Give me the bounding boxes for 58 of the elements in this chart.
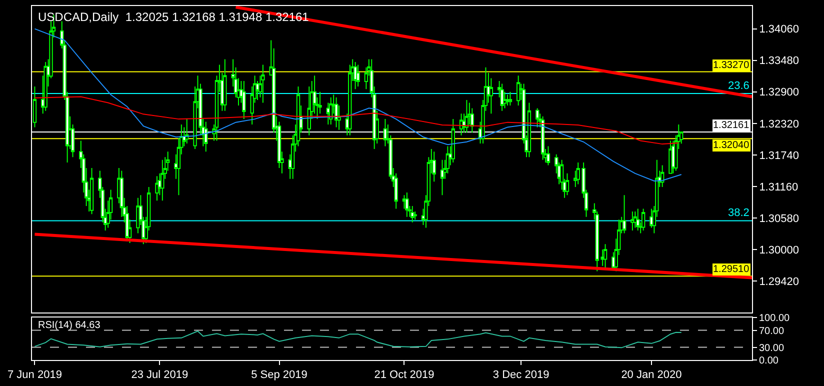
line-series [34,330,682,348]
candlestick [536,108,540,128]
candlestick [405,192,409,218]
annotation: 38.2 [728,207,750,219]
candlestick [261,64,265,104]
y-tick-label: 70.00 [759,326,784,337]
candlestick [432,151,436,182]
y-tick-label: 1.34060 [759,24,799,36]
y-tick-label: 100.00 [759,313,790,324]
y-tick-label: 1.29420 [759,276,799,288]
candlestick [155,176,159,202]
candlestick [410,206,414,223]
candlestick [603,244,608,270]
y-tick-label: 30.00 [759,342,784,354]
candlestick [32,86,37,128]
annotation: 23.6 [728,80,750,92]
line-series [34,96,680,145]
chart-title: RSI(14) 64.63 [38,320,101,331]
x-tick-label: 21 Oct 2019 [374,369,434,382]
ref-line-label: 1.32040 [713,140,750,151]
candlestick [506,94,510,106]
x-tick-label: 5 Sep 2019 [251,369,308,382]
candlestick [633,210,638,228]
y-tick-label: 1.30580 [759,212,799,225]
candlestick [500,83,504,112]
y-tick-label: 0.00 [759,356,779,366]
candlestick [527,102,532,158]
candlestick [90,167,94,215]
candlestick [565,172,570,196]
y-tick-label: 1.32900 [759,86,799,99]
ref-line-label: 1.33270 [713,60,750,71]
y-tick-label: 1.30000 [759,244,799,256]
candlestick [44,61,48,112]
candlestick [630,210,634,231]
x-tick-label: 20 Jan 2020 [621,369,682,382]
line-series [34,28,682,182]
y-tick-label: 1.31160 [759,181,798,194]
candlestick [451,118,455,164]
candlestick [660,164,664,188]
candlestick [160,159,164,202]
candlestick [356,64,360,87]
candlestick [223,58,227,112]
candlestick [464,100,469,134]
y-tick-label: 1.33480 [759,55,799,68]
y-tick-label: 1.32320 [759,118,799,130]
candlestick [546,146,550,166]
ref-line-label: 1.29510 [713,264,750,275]
y-tick-label: 1.31740 [759,150,799,162]
candlestick [508,91,512,106]
x-tick-label: 3 Dec 2019 [492,369,550,382]
candlestick [334,96,338,128]
x-tick-label: 23 Jul 2019 [131,369,188,382]
x-tick-label: 7 Jun 2019 [8,369,62,382]
candlestick [622,194,626,234]
candlestick [242,80,246,120]
candlestick [440,159,444,196]
candlestick [516,75,520,106]
ref-line-label: 1.32161 [713,120,750,131]
